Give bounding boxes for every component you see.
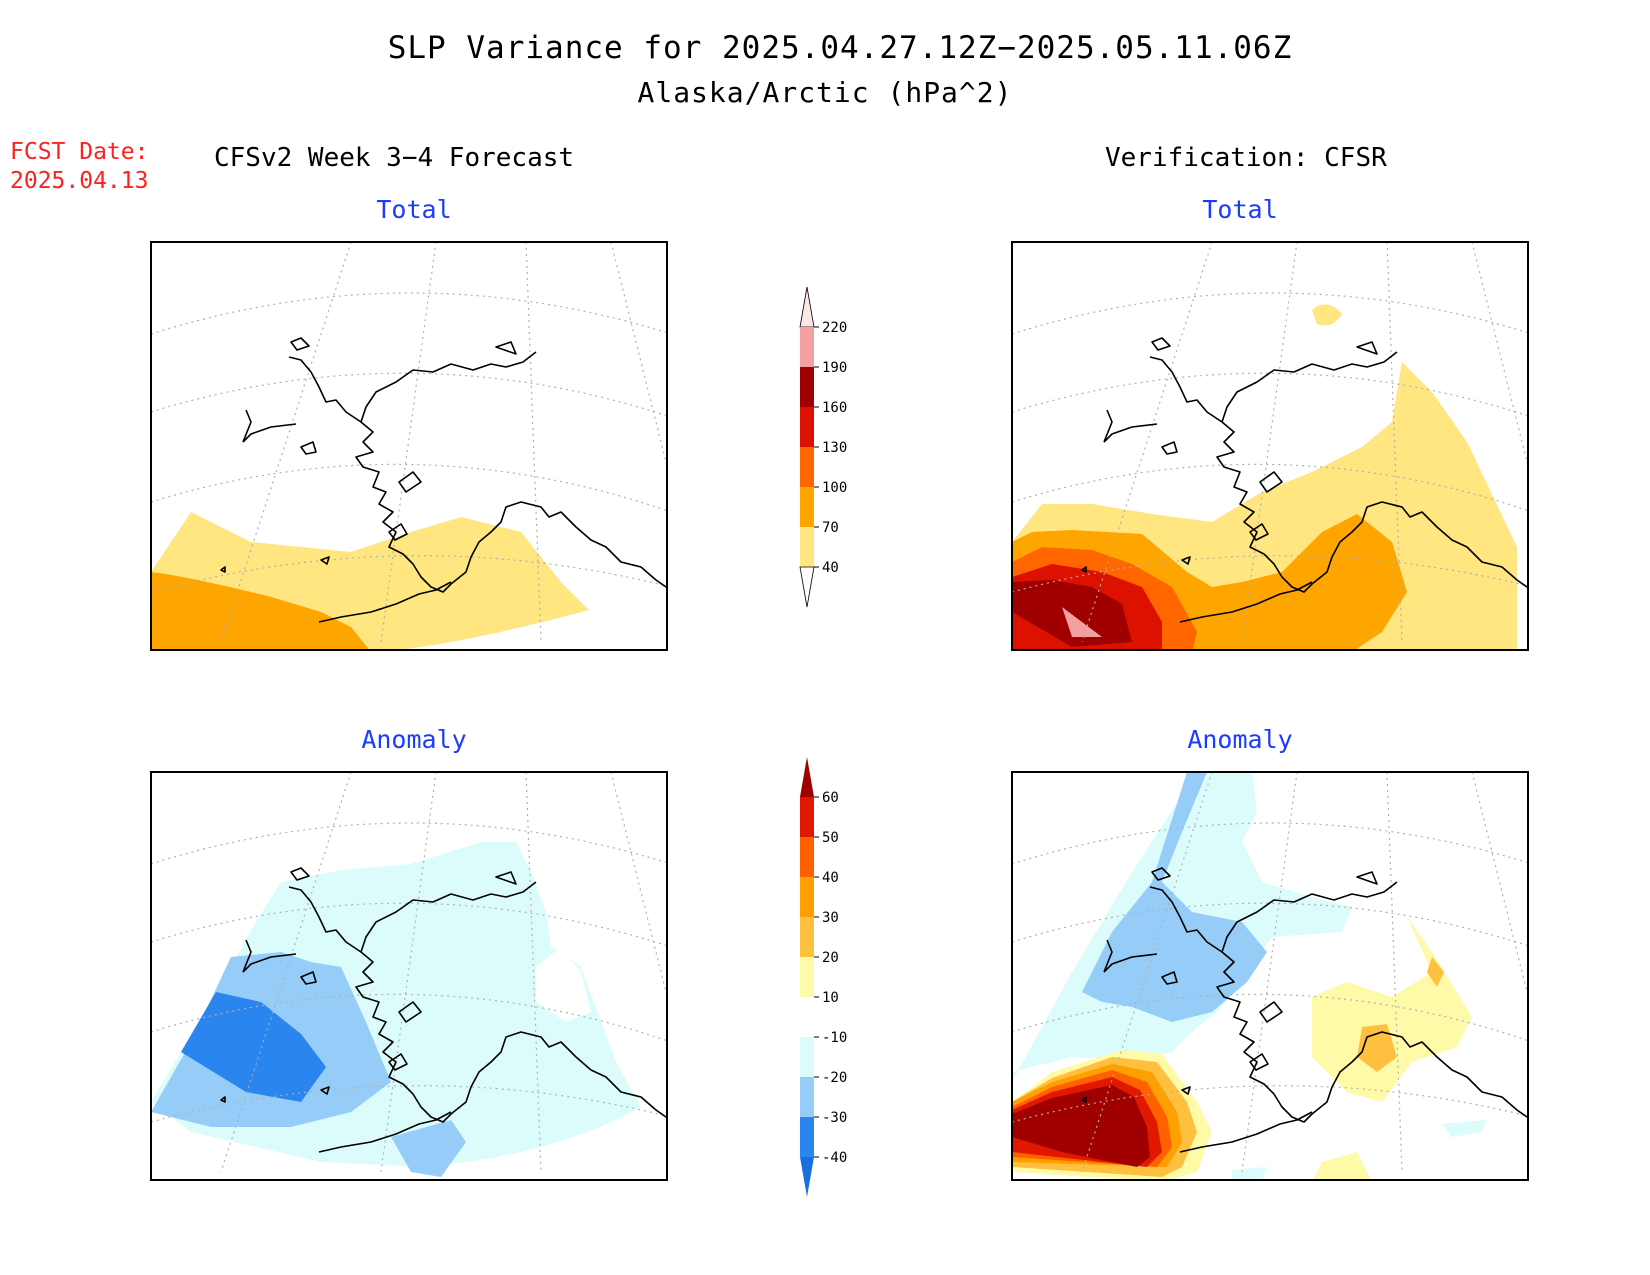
total-colorbar-swatch	[800, 367, 814, 407]
forecast-anomaly-shade-minus20-minus30-b	[391, 1120, 466, 1177]
forecast-total-title: Total	[376, 195, 452, 224]
total-colorbar-swatch	[800, 447, 814, 487]
forecast-anomaly-shade-minus30-minus40	[181, 992, 326, 1102]
anomaly-colorbar-label: 30	[822, 910, 839, 926]
verification-total-map	[1011, 241, 1529, 651]
anomaly-colorbar-swatch	[800, 997, 814, 1037]
total-colorbar-label: 70	[822, 520, 839, 536]
forecast-column-header: CFSv2 Week 3−4 Forecast	[214, 143, 575, 173]
verification-total-frame	[1011, 241, 1529, 651]
anomaly-colorbar-swatch	[800, 837, 814, 877]
anomaly-colorbar-label: 10	[822, 990, 839, 1006]
verification-anomaly-shade-10-20	[1312, 917, 1472, 1102]
anomaly-colorbar-label: -20	[822, 1070, 847, 1086]
total-colorbar: 40 70 100 130 160 190 220	[799, 286, 847, 608]
verification-total-shade-190-220	[1062, 607, 1102, 637]
anomaly-colorbar-swatch	[800, 917, 814, 957]
anomaly-colorbar-top-tip	[800, 757, 814, 797]
verification-anomaly-shade-20-30	[1357, 1024, 1397, 1072]
total-colorbar-label: 100	[822, 480, 847, 496]
anomaly-colorbar-bottom-tip	[800, 1157, 814, 1197]
anomaly-colorbar-label: -40	[822, 1150, 847, 1166]
forecast-anomaly-frame	[150, 771, 668, 1181]
total-colorbar-label: 40	[822, 560, 839, 576]
fcst-date-block: FCST Date: 2025.04.13	[10, 138, 148, 196]
anomaly-colorbar-swatch	[800, 797, 814, 837]
total-colorbar-swatch	[800, 327, 814, 367]
anomaly-colorbar-label: 20	[822, 950, 839, 966]
verification-anomaly-shade-minus10-minus20-b	[1442, 1120, 1487, 1137]
forecast-anomaly-map	[150, 771, 668, 1181]
fcst-date-value: 2025.04.13	[10, 168, 149, 194]
verification-anomaly-title: Anomaly	[1187, 725, 1293, 754]
total-colorbar-label: 130	[822, 440, 847, 456]
verification-total-shade-40-70-b	[1312, 304, 1342, 326]
verification-anomaly-shade-over-60	[1012, 1085, 1150, 1167]
verification-total-title: Total	[1202, 195, 1278, 224]
anomaly-colorbar: -40 -30 -20 -10 10 20 30 40 50 60	[800, 757, 847, 1197]
verification-anomaly-shade-minus20-minus30	[1082, 772, 1267, 1022]
forecast-total-map	[150, 241, 668, 651]
verification-anomaly-shade-20-30-b	[1427, 957, 1444, 987]
total-colorbar-label: 160	[822, 400, 847, 416]
total-colorbar-label: 190	[822, 360, 847, 376]
forecast-anomaly-white-region	[536, 947, 591, 1022]
verification-anomaly-map	[1011, 771, 1529, 1181]
anomaly-colorbar-label: 50	[822, 830, 839, 846]
verification-anomaly-shade-minus10-minus20-c	[1232, 1167, 1267, 1180]
anomaly-colorbar-swatch	[800, 957, 814, 997]
main-subtitle: Alaska/Arctic (hPa^2)	[637, 76, 1013, 109]
anomaly-colorbar-label: 60	[822, 790, 839, 806]
total-colorbar-label: 220	[822, 320, 847, 336]
verification-anomaly-frame	[1011, 771, 1529, 1181]
forecast-anomaly-title: Anomaly	[361, 725, 467, 754]
anomaly-colorbar-label: -30	[822, 1110, 847, 1126]
forecast-total-frame	[150, 241, 668, 651]
verification-column-header: Verification: CFSR	[1105, 143, 1387, 173]
total-colorbar-swatch	[800, 527, 814, 567]
verification-total-shade-160-190	[1012, 580, 1132, 647]
anomaly-colorbar-swatch	[800, 1117, 814, 1157]
anomaly-colorbar-swatch	[800, 1037, 814, 1077]
total-colorbar-top-tip	[799, 286, 815, 328]
fcst-date-label: FCST Date:	[10, 139, 149, 165]
main-title: SLP Variance for 2025.04.27.12Z−2025.05.…	[387, 30, 1293, 66]
total-colorbar-swatch	[800, 487, 814, 527]
forecast-total-shade-70-100	[151, 572, 370, 650]
anomaly-colorbar-label: 40	[822, 870, 839, 886]
verification-anomaly-shade-10-20-b	[1313, 1152, 1371, 1180]
total-colorbar-bottom-tip	[799, 566, 815, 608]
total-colorbar-swatch	[800, 407, 814, 447]
anomaly-colorbar-swatch	[800, 1077, 814, 1117]
anomaly-colorbar-label: -10	[822, 1030, 847, 1046]
anomaly-colorbar-swatch	[800, 877, 814, 917]
